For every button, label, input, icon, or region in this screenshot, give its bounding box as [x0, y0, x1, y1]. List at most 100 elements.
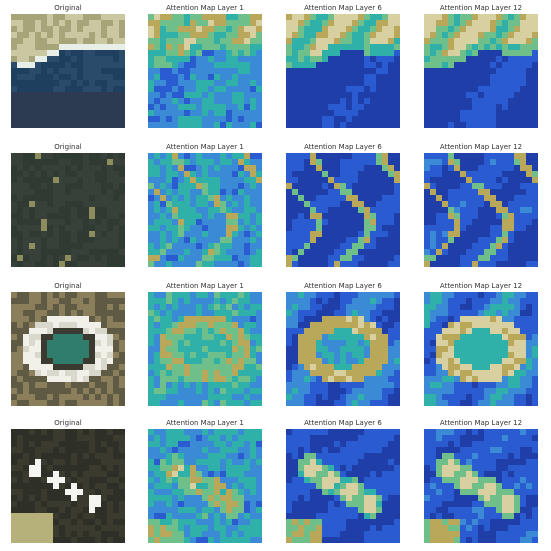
heatmap-cell: [65, 489, 72, 496]
heatmap-cell: [220, 471, 227, 478]
heatmap-cell: [448, 261, 455, 267]
heatmap-cell: [298, 231, 305, 238]
heatmap-cell: [35, 346, 42, 353]
heatmap-cell: [220, 177, 227, 184]
heatmap-cell: [304, 44, 311, 51]
heatmap-cell: [490, 249, 497, 256]
heatmap-cell: [358, 316, 365, 323]
heatmap-cell: [220, 56, 227, 63]
heatmap-cell: [472, 292, 479, 299]
heatmap-cell: [298, 328, 305, 335]
heatmap-cell: [41, 14, 48, 21]
heatmap-cell: [160, 183, 167, 190]
heatmap-cell: [436, 74, 443, 81]
heatmap-cell: [160, 429, 167, 436]
heatmap-cell: [166, 447, 173, 454]
heatmap-cell: [154, 201, 161, 208]
heatmap-cell: [17, 249, 24, 256]
heatmap-cell: [364, 376, 371, 383]
heatmap-cell: [358, 62, 365, 69]
heatmap-cell: [520, 364, 527, 371]
heatmap-cell: [472, 86, 479, 93]
heatmap-cell: [532, 50, 538, 57]
heatmap-cell: [71, 237, 78, 244]
heatmap-cell: [29, 213, 36, 220]
heatmap-cell: [214, 453, 221, 460]
heatmap-cell: [454, 153, 461, 160]
heatmap-cell: [77, 183, 84, 190]
heatmap-cell: [160, 388, 167, 395]
heatmap-cell: [172, 74, 179, 81]
panel-title: Attention Map Layer 12: [439, 282, 523, 290]
heatmap-cell: [448, 116, 455, 123]
heatmap-cell: [166, 159, 173, 166]
heatmap-cell: [166, 489, 173, 496]
heatmap-cell: [160, 376, 167, 383]
heatmap-cell: [113, 122, 120, 128]
heatmap-cell: [83, 44, 90, 51]
heatmap-cell: [107, 459, 114, 466]
heatmap-cell: [107, 237, 114, 244]
heatmap-cell: [298, 243, 305, 250]
heatmap-cell: [502, 249, 509, 256]
heatmap-cell: [154, 495, 161, 502]
heatmap-cell: [184, 364, 191, 371]
heatmap-cell: [65, 261, 72, 267]
heatmap-cell: [166, 243, 173, 250]
heatmap-cell: [160, 86, 167, 93]
heatmap-cell: [71, 110, 78, 117]
heatmap-cell: [424, 195, 431, 202]
heatmap-cell: [29, 159, 36, 166]
heatmap-cell: [29, 495, 36, 502]
heatmap-cell: [520, 104, 527, 111]
heatmap-cell: [95, 453, 102, 460]
heatmap-cell: [364, 382, 371, 389]
heatmap-cell: [478, 201, 485, 208]
heatmap-cell: [208, 110, 215, 117]
heatmap-cell: [190, 20, 197, 27]
heatmap-cell: [113, 183, 120, 190]
attention-heatmap: [286, 14, 400, 128]
heatmap-cell: [107, 340, 114, 347]
heatmap-cell: [310, 26, 317, 33]
heatmap-cell: [113, 435, 120, 442]
heatmap-cell: [310, 328, 317, 335]
heatmap-cell: [484, 20, 491, 27]
heatmap-cell: [190, 376, 197, 383]
heatmap-cell: [370, 316, 377, 323]
heatmap-cell: [370, 334, 377, 341]
heatmap-cell: [23, 477, 30, 484]
heatmap-cell: [113, 334, 120, 341]
heatmap-cell: [478, 316, 485, 323]
heatmap-cell: [17, 394, 24, 401]
heatmap-cell: [232, 310, 239, 317]
heatmap-cell: [460, 382, 467, 389]
heatmap-cell: [478, 50, 485, 57]
heatmap-cell: [430, 219, 437, 226]
heatmap-cell: [226, 477, 233, 484]
heatmap-cell: [47, 477, 54, 484]
heatmap-cell: [496, 298, 503, 305]
heatmap-cell: [154, 177, 161, 184]
heatmap-cell: [166, 292, 173, 299]
heatmap-cell: [113, 104, 120, 111]
heatmap-cell: [172, 98, 179, 105]
heatmap-cell: [502, 400, 509, 406]
heatmap-cell: [71, 116, 78, 123]
heatmap-cell: [178, 471, 185, 478]
heatmap-cell: [340, 249, 347, 256]
heatmap-cell: [65, 358, 72, 365]
heatmap-cell: [184, 435, 191, 442]
heatmap-cell: [190, 38, 197, 45]
heatmap-cell: [107, 255, 114, 262]
heatmap-cell: [119, 507, 125, 514]
heatmap-cell: [328, 171, 335, 178]
heatmap-cell: [436, 400, 443, 406]
heatmap-cell: [244, 400, 251, 406]
heatmap-cell: [107, 346, 114, 353]
heatmap-cell: [328, 80, 335, 87]
heatmap-cell: [59, 489, 66, 496]
heatmap-cell: [352, 364, 359, 371]
heatmap-cell: [59, 56, 66, 63]
heatmap-cell: [388, 231, 395, 238]
